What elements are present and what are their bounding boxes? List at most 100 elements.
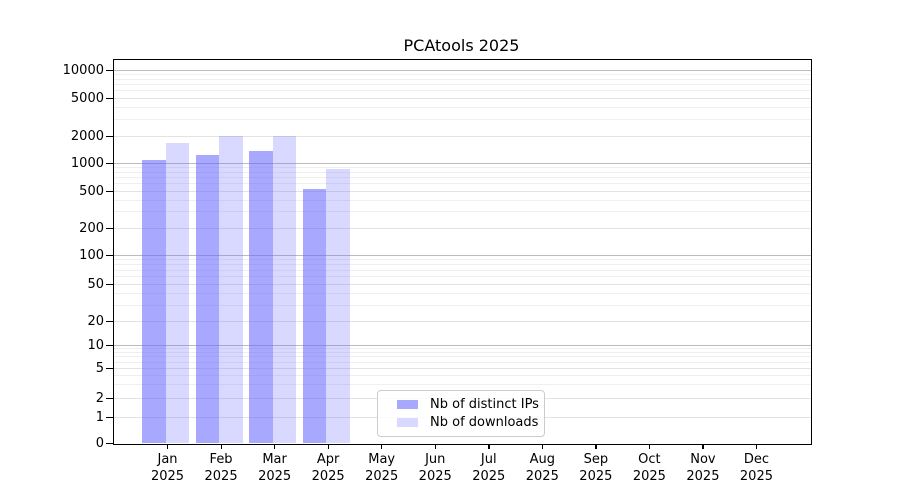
x-tick-label: Apr 2025 [311,452,345,484]
y-tick-label: 5000 [70,90,104,106]
y-tick-label: 5 [95,360,104,376]
plot-area [112,58,812,445]
x-tick-label: Feb 2025 [204,452,238,484]
gridline [113,292,811,294]
x-tick-label: Nov 2025 [686,452,720,484]
gridline [113,118,811,120]
x-tick-label: May 2025 [365,452,399,484]
gridline [113,259,811,261]
gridline [113,84,811,86]
gridline [113,135,811,137]
bar-distinct-ips [195,154,220,443]
x-tick-mark [595,444,597,449]
x-tick-label: Oct 2025 [632,452,666,484]
y-tick-label: 0 [95,436,104,451]
gridline [113,106,811,108]
bar-downloads [326,168,350,443]
y-tick-mark [106,97,113,100]
gridline [113,73,811,75]
legend-swatch-distinct-ips [397,400,418,409]
y-tick-label: 50 [87,276,104,292]
y-tick-label: 500 [79,183,104,199]
x-tick-label: Mar 2025 [258,452,292,484]
bar-distinct-ips [142,159,166,443]
gridline [113,321,811,323]
x-tick-mark [648,444,651,449]
gridline [113,304,811,306]
gridline [113,367,811,369]
x-tick-mark [755,444,758,449]
x-tick-mark [220,444,222,449]
gridline [113,69,811,71]
legend-label-distinct-ips: Nb of distinct IPs [430,397,539,412]
gridline [113,167,811,168]
bar-distinct-ips [302,188,327,443]
gridline [113,255,811,256]
gridline [113,269,811,271]
gridline [113,171,811,173]
x-tick-mark [327,444,329,449]
gridline [113,177,811,179]
gridline [113,97,811,99]
x-tick-mark [541,444,544,449]
gridline [113,190,811,192]
x-tick-label: Jan 2025 [150,452,185,484]
gridline [113,90,811,92]
gridline [113,162,811,164]
x-tick-label: Jun 2025 [418,452,452,484]
gridline [113,352,811,353]
y-tick-mark [106,255,113,257]
y-tick-mark [106,321,113,323]
gridline [113,199,811,201]
gridline [113,276,811,278]
y-tick-label: 1 [95,409,104,425]
gridline [113,264,811,266]
y-tick-mark [106,227,113,230]
x-tick-mark [167,444,169,449]
gridline [113,78,811,80]
x-tick-mark [434,444,437,449]
gridline [113,348,811,350]
gridline [113,361,811,363]
y-tick-mark [106,416,113,418]
y-tick-label: 10000 [62,62,104,78]
bar-downloads [219,135,243,443]
bar-downloads [165,143,190,443]
gridline [113,227,811,229]
x-tick-label: Aug 2025 [525,452,559,484]
x-tick-mark [274,444,276,449]
y-tick-label: 20 [87,314,104,330]
x-tick-mark [488,444,490,449]
chart-title: PCAtools 2025 [403,36,520,55]
gridline [113,183,811,185]
y-tick-label: 100 [79,248,104,263]
y-tick-label: 2 [95,390,104,406]
x-tick-mark [702,444,704,449]
gridline [113,283,811,285]
gridline [113,356,811,358]
legend: Nb of distinct IPs Nb of downloads [377,390,545,437]
x-tick-mark [381,444,383,449]
y-tick-mark [106,344,113,346]
bar-downloads [272,135,297,443]
y-tick-label: 2000 [70,128,104,144]
gridline [113,344,811,346]
y-tick-label: 10 [87,337,104,353]
legend-item-downloads: Nb of downloads [397,415,544,430]
gridline [113,384,811,386]
y-tick-mark [106,190,113,192]
legend-swatch-downloads [397,418,418,427]
x-tick-label: Sep 2025 [579,452,613,484]
x-tick-label: Dec 2025 [739,452,773,484]
y-tick-mark [106,397,113,399]
y-tick-label: 200 [79,220,104,236]
legend-label-downloads: Nb of downloads [430,415,539,430]
y-tick-mark [106,135,113,137]
y-tick-mark [106,162,113,165]
gridline [113,375,811,377]
y-tick-mark [106,69,113,71]
legend-item-distinct-ips: Nb of distinct IPs [397,397,544,412]
y-tick-mark [106,443,113,445]
x-tick-label: Jul 2025 [472,452,506,484]
